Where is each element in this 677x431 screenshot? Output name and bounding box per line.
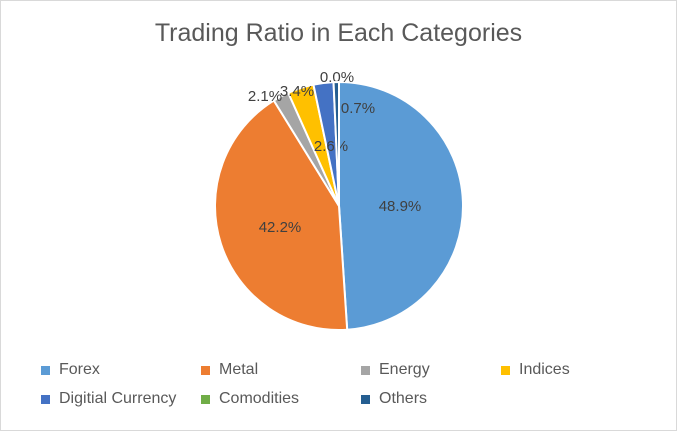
pie-slice-metal [214, 99, 349, 331]
legend-item-others: Others [361, 390, 427, 408]
chart-title: Trading Ratio in Each Categories [154, 19, 523, 47]
legend-label-digitial-currency: Digitial Currency [59, 390, 177, 407]
data-label-comodities: 0.0% [320, 69, 354, 86]
legend-item-digitial-currency: Digitial Currency [41, 390, 176, 408]
data-label-metal: 42.2% [259, 219, 302, 236]
legend-item-metal: Metal [201, 361, 258, 379]
legend-label-comodities: Comodities [219, 390, 300, 407]
legend-swatch-comodities [201, 394, 210, 404]
legend-swatch-energy [361, 365, 370, 375]
pie-slice-forex [338, 80, 464, 331]
legend-swatch-digitial-currency [41, 394, 50, 404]
legend-label-others: Others [379, 390, 428, 407]
legend-item-comodities: Comodities [201, 390, 299, 408]
legend-item-forex: Forex [41, 361, 100, 379]
legend-swatch-metal [201, 365, 210, 375]
legend-label-metal: Metal [219, 361, 259, 378]
data-label-forex: 48.9% [379, 198, 422, 215]
data-label-indices: 3.4% [280, 83, 314, 100]
pie-slice-others [332, 80, 340, 207]
legend-item-energy: Energy [361, 361, 430, 379]
data-label-digitial-currency: 2.6% [314, 138, 348, 155]
legend-swatch-others [361, 394, 370, 404]
legend-label-energy: Energy [379, 361, 430, 378]
legend-swatch-forex [41, 365, 50, 375]
legend-item-indices: Indices [501, 361, 570, 379]
legend-label-indices: Indices [519, 361, 570, 378]
legend-label-forex: Forex [59, 361, 100, 378]
data-label-energy: 2.1% [248, 88, 282, 105]
legend-swatch-indices [501, 365, 510, 375]
data-label-others: 0.7% [341, 100, 375, 117]
